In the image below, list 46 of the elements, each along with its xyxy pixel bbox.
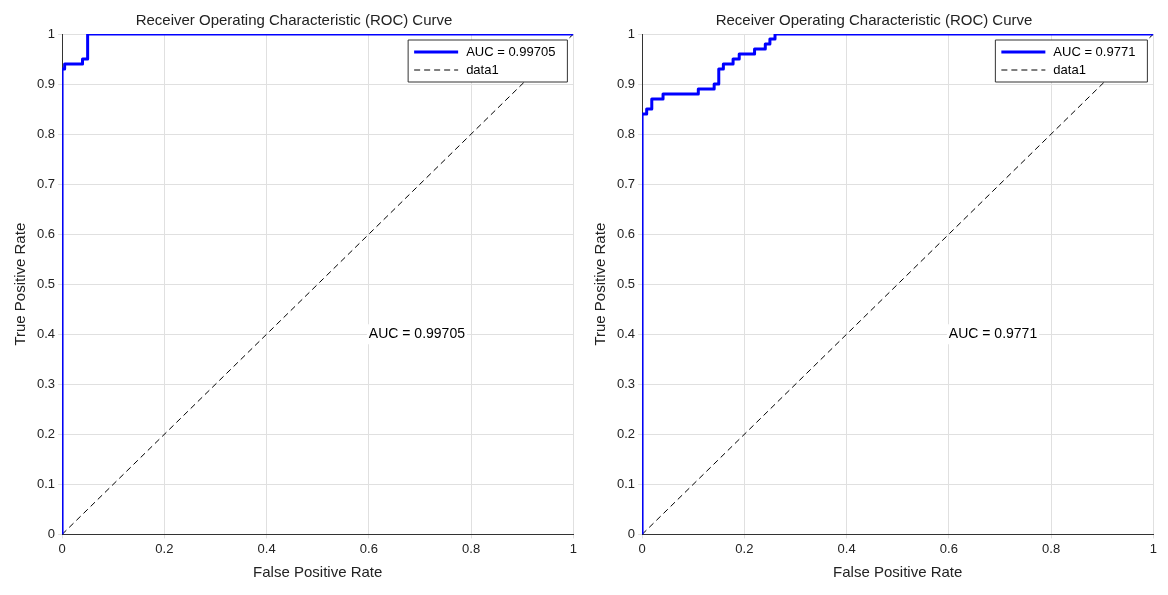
x-tick-label: 1 — [569, 540, 577, 556]
x-tick-label: 0.2 — [155, 540, 174, 556]
y-tick-label: 0.5 — [36, 275, 56, 291]
x-tick-label: 0.2 — [735, 540, 754, 556]
y-tick-label: 0 — [47, 525, 56, 541]
y-tick-label: 0.2 — [616, 425, 636, 441]
x-tick-label: 0.8 — [1042, 540, 1061, 556]
x-axis-title: False Positive Rate — [833, 563, 963, 581]
y-tick-label: 1 — [47, 25, 56, 41]
x-tick-label: 0.4 — [837, 540, 856, 556]
legend-label: AUC = 0.99705 — [466, 43, 556, 59]
legend-label: data1 — [1053, 61, 1086, 77]
y-tick-label: 0 — [627, 525, 636, 541]
y-tick-label: 0.5 — [616, 275, 636, 291]
y-tick-label: 0.6 — [36, 225, 56, 241]
x-tick-label: 0.6 — [939, 540, 958, 556]
x-axis-title: False Positive Rate — [253, 563, 383, 581]
y-tick-label: 0.8 — [616, 125, 636, 141]
x-tick-label: 0 — [638, 540, 646, 556]
y-tick-label: 0.3 — [616, 375, 636, 391]
x-tick-label: 0.8 — [462, 540, 481, 556]
chart-title: Receiver Operating Characteristic (ROC) Curve — [715, 11, 1033, 29]
legend-label: data1 — [466, 61, 499, 77]
legend-label: AUC = 0.9771 — [1053, 43, 1136, 59]
y-tick-label: 0.2 — [36, 425, 56, 441]
y-tick-label: 0.3 — [36, 375, 56, 391]
y-tick-label: 0.4 — [36, 325, 56, 341]
annotation: AUC = 0.9771 — [948, 325, 1038, 342]
x-tick-label: 0 — [58, 540, 66, 556]
x-tick-label: 1 — [1149, 540, 1157, 556]
y-tick-label: 0.4 — [616, 325, 636, 341]
y-axis-title: True Positive Rate — [11, 222, 29, 346]
y-axis-title: True Positive Rate — [591, 222, 609, 346]
y-tick-label: 0.7 — [36, 175, 56, 191]
x-tick-label: 0.4 — [257, 540, 276, 556]
y-tick-label: 0.8 — [36, 125, 56, 141]
y-tick-label: 0.1 — [36, 475, 56, 491]
y-tick-label: 0.7 — [616, 175, 636, 191]
y-tick-label: 0.6 — [616, 225, 636, 241]
chart-title: Receiver Operating Characteristic (ROC) Curve — [135, 11, 453, 29]
y-tick-label: 1 — [627, 25, 636, 41]
x-tick-label: 0.6 — [359, 540, 378, 556]
y-tick-label: 0.9 — [616, 75, 636, 91]
annotation: AUC = 0.99705 — [368, 325, 466, 342]
y-tick-label: 0.9 — [36, 75, 56, 91]
y-tick-label: 0.1 — [616, 475, 636, 491]
